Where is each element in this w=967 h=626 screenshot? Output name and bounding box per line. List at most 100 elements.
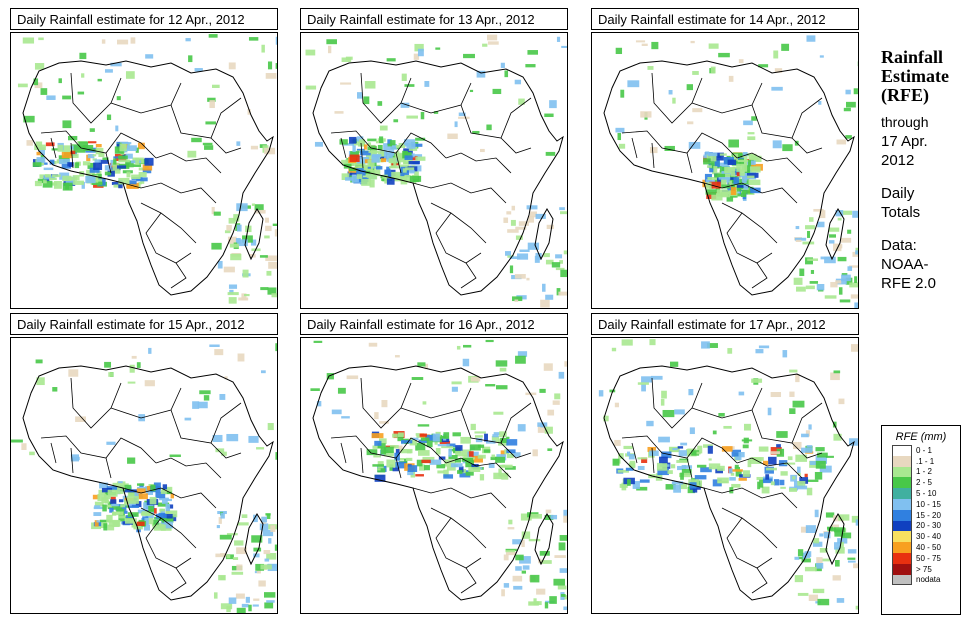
legend-swatch	[892, 542, 912, 553]
country-border	[155, 457, 222, 479]
rainfall-field	[598, 339, 858, 610]
country-border	[40, 435, 157, 464]
rainfall-map	[10, 337, 278, 614]
country-border	[105, 457, 112, 479]
country-border	[791, 137, 823, 154]
africa-coastline	[312, 60, 564, 296]
country-border	[500, 442, 532, 459]
legend-label: 10 - 15	[916, 499, 941, 509]
legend-label: .1 - 1	[916, 456, 935, 466]
legend-item: 1 - 2	[892, 466, 960, 478]
country-border	[721, 507, 778, 549]
panel-title: Daily Rainfall estimate for 16 Apr., 201…	[300, 313, 568, 335]
legend-label: 15 - 20	[916, 510, 941, 520]
map-panel-15-apr: Daily Rainfall estimate for 15 Apr., 201…	[10, 313, 278, 614]
africa-coastline	[603, 365, 855, 601]
country-border	[686, 152, 693, 174]
country-border	[360, 72, 412, 124]
rainfall-field	[17, 34, 277, 304]
legend-swatch	[892, 574, 912, 586]
country-border	[340, 442, 347, 464]
country-border	[430, 507, 487, 549]
country-border	[736, 457, 803, 479]
legend-item: 50 - 75	[892, 552, 960, 564]
rainfall-map	[300, 337, 568, 614]
country-border	[445, 152, 512, 174]
legend-swatch	[892, 498, 912, 510]
country-border	[360, 142, 364, 169]
legend-swatch	[892, 445, 912, 456]
country-border	[400, 82, 472, 114]
country-border	[445, 457, 512, 479]
legend-item: 10 - 15	[892, 498, 960, 510]
madagascar-outline	[825, 513, 845, 566]
country-border	[50, 137, 57, 159]
rainfall-field	[615, 35, 858, 308]
africa-coastline	[312, 365, 564, 601]
country-border	[170, 97, 242, 139]
panel-title: Daily Rainfall estimate for 17 Apr., 201…	[591, 313, 859, 335]
legend-item: 0 - 1	[892, 445, 960, 456]
legend-swatch	[892, 552, 912, 564]
country-border	[500, 137, 532, 154]
daily-label: Daily	[881, 185, 915, 202]
panel-title: Daily Rainfall estimate for 14 Apr., 201…	[591, 8, 859, 30]
madagascar-outline	[825, 208, 845, 261]
legend-item: .1 - 1	[892, 455, 960, 467]
legend-item: 15 - 20	[892, 509, 960, 521]
country-border	[170, 262, 187, 289]
rainfall-map	[591, 337, 859, 614]
country-border	[691, 82, 763, 114]
heading-rfe: (RFE)	[881, 85, 929, 105]
country-border	[145, 517, 192, 569]
legend-item: 40 - 50	[892, 542, 960, 553]
country-border	[210, 137, 242, 154]
totals-label: Totals	[881, 204, 921, 221]
country-border	[435, 212, 482, 264]
country-border	[631, 442, 638, 464]
legend-item: 30 - 40	[892, 531, 960, 543]
madagascar-outline	[534, 208, 554, 261]
country-border	[122, 182, 217, 204]
country-border	[155, 152, 222, 174]
country-border	[110, 82, 182, 114]
panel-title: Daily Rainfall estimate for 15 Apr., 201…	[10, 313, 278, 335]
africa-coastline	[603, 60, 855, 296]
country-border	[360, 377, 412, 429]
source-label-2: RFE 2.0	[881, 275, 937, 292]
madagascar-outline	[534, 513, 554, 566]
country-border	[721, 202, 778, 244]
country-border	[691, 387, 763, 419]
legend-item: > 75	[892, 563, 960, 575]
rainfall-field	[310, 339, 567, 611]
rainfall-field	[305, 34, 567, 308]
legend-label: 40 - 50	[916, 543, 941, 553]
country-border	[703, 182, 798, 204]
map-panel-12-apr: Daily Rainfall estimate for 12 Apr., 201…	[10, 8, 278, 309]
country-border	[105, 152, 112, 174]
legend-item: nodata	[892, 574, 960, 586]
map-panel-13-apr: Daily Rainfall estimate for 13 Apr., 201…	[300, 8, 568, 309]
country-border	[751, 262, 768, 289]
legend-label: nodata	[916, 575, 941, 585]
country-border	[412, 182, 507, 204]
country-border	[70, 142, 74, 169]
country-border	[686, 457, 693, 479]
side-caption: Rainfall Estimate (RFE) through 17 Apr. …	[881, 48, 967, 293]
legend-swatch	[892, 509, 912, 521]
country-border	[110, 387, 182, 419]
legend-swatch	[892, 520, 912, 532]
country-border	[210, 442, 242, 459]
legend-label: 0 - 1	[916, 445, 933, 455]
country-border	[170, 567, 187, 594]
rainfall-field	[11, 343, 277, 613]
country-border	[145, 212, 192, 264]
madagascar-outline	[244, 208, 264, 261]
country-border	[435, 517, 482, 569]
legend-label: 5 - 10	[916, 489, 937, 499]
map-panel-16-apr: Daily Rainfall estimate for 16 Apr., 201…	[300, 313, 568, 614]
panel-title: Daily Rainfall estimate for 12 Apr., 201…	[10, 8, 278, 30]
country-border	[751, 97, 823, 139]
country-border	[70, 447, 74, 474]
country-border	[460, 567, 477, 594]
